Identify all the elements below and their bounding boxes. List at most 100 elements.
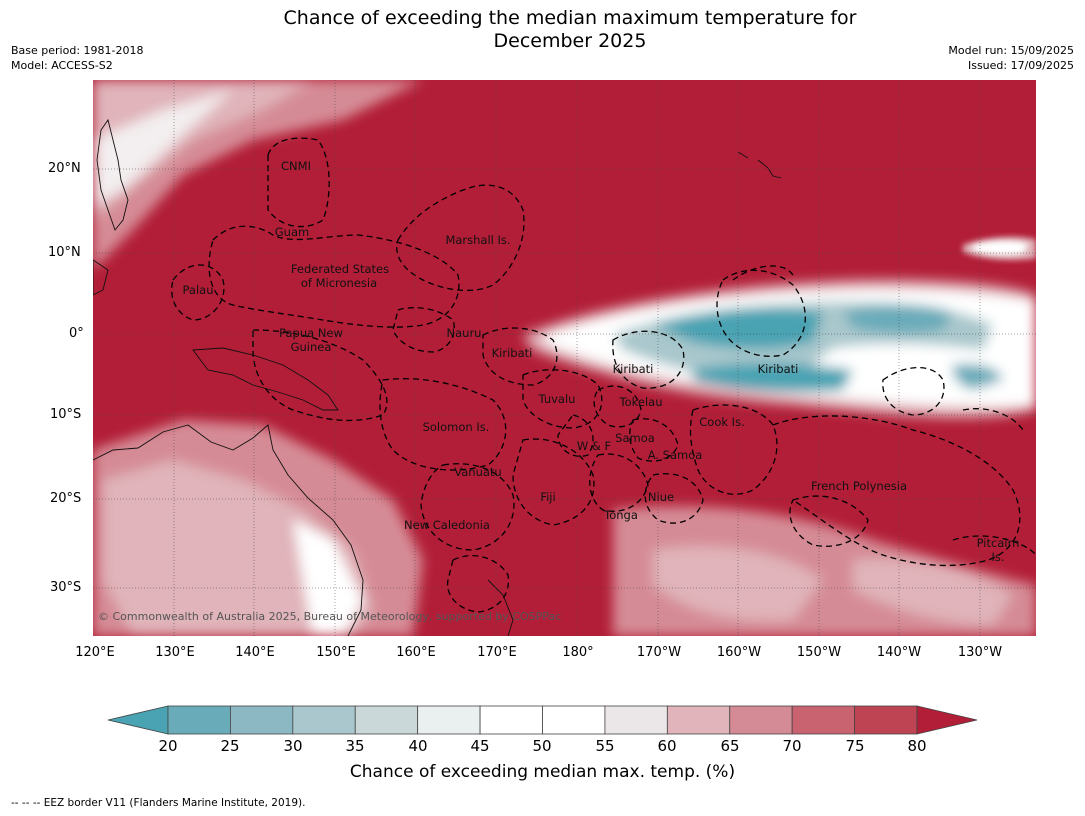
- colorbar-extend-high: [916, 705, 978, 735]
- label-guam: Guam: [274, 225, 310, 239]
- label-fiji: Fiji: [540, 490, 556, 504]
- lat-label-10n: 10°N: [48, 245, 81, 260]
- colorbar-segment: [167, 705, 231, 735]
- southern-pale-area: [93, 420, 1036, 636]
- label-solomon-is: Solomon Is.: [422, 420, 490, 434]
- lon-label-160e: 160°E: [396, 645, 436, 660]
- label-marshall-is: Marshall Is.: [445, 233, 511, 247]
- label-cook-is: Cook Is.: [699, 415, 745, 429]
- meta-left: Base period: 1981-2018 Model: ACCESS-S2: [11, 43, 143, 73]
- colorbar-segment: [791, 705, 855, 735]
- label-kiribati-east: Kiribati: [757, 362, 799, 376]
- label-cnmi: CNMI: [281, 159, 311, 173]
- colorbar-segment: [230, 705, 294, 735]
- model-name: Model: ACCESS-S2: [11, 59, 113, 72]
- colorbar-tick-75: 75: [845, 737, 865, 755]
- label-new-caledonia: New Caledonia: [404, 518, 490, 532]
- colorbar-tick-55: 55: [595, 737, 615, 755]
- issued-date: Issued: 17/09/2025: [967, 59, 1074, 72]
- lat-label-20s: 20°S: [50, 491, 82, 506]
- label-tokelau: Tokelau: [619, 395, 663, 409]
- colorbar-tick-40: 40: [408, 737, 428, 755]
- lon-label-160w: 160°W: [716, 645, 762, 660]
- lat-label-30s: 30°S: [50, 580, 82, 595]
- colorbar-tick-50: 50: [532, 737, 552, 755]
- eez-footnote: -- -- -- EEZ border V11 (Flanders Marine…: [11, 797, 306, 809]
- colorbar-segment: [666, 705, 731, 735]
- label-png-line2: Guinea: [290, 340, 332, 354]
- colorbar-segment: [854, 705, 918, 735]
- label-vanuatu: Vanuatu: [454, 465, 502, 479]
- new-guinea-coastline: [192, 347, 339, 411]
- colorbar: [107, 705, 978, 735]
- colorbar-segment: [479, 705, 543, 735]
- model-run: Model run: 15/09/2025: [948, 44, 1074, 57]
- colorbar-tick-65: 65: [720, 737, 740, 755]
- label-png-line1: Papua New: [279, 326, 343, 340]
- colorbar-segment: [604, 705, 668, 735]
- label-french-polynesia: French Polynesia: [810, 479, 908, 493]
- colorbar-segment: [354, 705, 419, 735]
- lon-label-150w: 150°W: [796, 645, 842, 660]
- northeast-pale-patch: [963, 236, 1036, 260]
- colorbar-segment: [292, 705, 356, 735]
- base-period: Base period: 1981-2018: [11, 44, 144, 57]
- australia-coastline: [93, 424, 364, 636]
- lat-label-0: 0°: [69, 326, 84, 341]
- colorbar-tick-70: 70: [782, 737, 802, 755]
- borneo-coastline: [93, 259, 109, 296]
- colorbar-label: Chance of exceeding median max. temp. (%…: [349, 762, 736, 782]
- lon-label-140e: 140°E: [235, 645, 275, 660]
- label-kiribati-central: Kiribati: [612, 362, 654, 376]
- new-zealand-coastline: [487, 579, 514, 636]
- colorbar-tick-25: 25: [220, 737, 240, 755]
- landmasses: [93, 118, 782, 636]
- colorbar-segment: [417, 705, 481, 735]
- northwest-pale-area: [93, 80, 423, 270]
- lon-label-130w: 130°W: [957, 645, 1003, 660]
- label-pitcairn-line1: Pitcairn: [976, 536, 1020, 550]
- colorbar-tick-80: 80: [907, 737, 927, 755]
- eez-borders: [171, 137, 1036, 613]
- label-niue: Niue: [647, 490, 675, 504]
- hawaii-islands: [737, 151, 782, 179]
- lon-label-140w: 140°W: [876, 645, 922, 660]
- lon-label-170e: 170°E: [477, 645, 517, 660]
- equatorial-cool-band: [523, 279, 1036, 418]
- lat-label-20n: 20°N: [48, 161, 81, 176]
- colorbar-segments: [107, 705, 978, 735]
- graticule: [93, 80, 1036, 636]
- colorbar-tick-45: 45: [470, 737, 490, 755]
- lon-label-170w: 170°W: [636, 645, 682, 660]
- label-tuvalu: Tuvalu: [538, 392, 576, 406]
- colorbar-segment: [542, 705, 606, 735]
- lon-label-120e: 120°E: [75, 645, 115, 660]
- label-tonga: Tonga: [604, 508, 638, 522]
- meta-right: Model run: 15/09/2025 Issued: 17/09/2025: [948, 43, 1074, 73]
- lon-label-130e: 130°E: [155, 645, 195, 660]
- label-pitcairn-line2: Is.: [991, 550, 1005, 564]
- colorbar-segment: [729, 705, 793, 735]
- map-title: Chance of exceeding the median maximum t…: [0, 7, 1085, 53]
- lon-label-180: 180°: [562, 645, 594, 660]
- philippines-coastline: [96, 118, 129, 231]
- label-samoa: Samoa: [615, 431, 655, 445]
- label-nauru: Nauru: [446, 326, 482, 340]
- label-fsm-line2: of Micronesia: [300, 276, 378, 290]
- label-palau: Palau: [182, 283, 214, 297]
- lat-label-10s: 10°S: [50, 407, 82, 422]
- forecast-map[interactable]: [93, 80, 1036, 636]
- colorbar-tick-60: 60: [657, 737, 677, 755]
- colorbar-extend-low: [107, 705, 169, 735]
- label-kiribati-west: Kiribati: [491, 346, 533, 360]
- label-fsm-line1: Federated States: [290, 262, 390, 276]
- label-american-samoa: A. Samoa: [647, 448, 703, 462]
- colorbar-tick-35: 35: [345, 737, 365, 755]
- label-wallis-futuna: W & F: [576, 439, 612, 453]
- title-line-2: December 2025: [493, 30, 647, 52]
- colorbar-tick-30: 30: [283, 737, 303, 755]
- copyright-notice: © Commonwealth of Australia 2025, Bureau…: [98, 610, 562, 623]
- title-line-1: Chance of exceeding the median maximum t…: [283, 7, 857, 29]
- colorbar-tick-20: 20: [158, 737, 178, 755]
- lon-label-150e: 150°E: [316, 645, 356, 660]
